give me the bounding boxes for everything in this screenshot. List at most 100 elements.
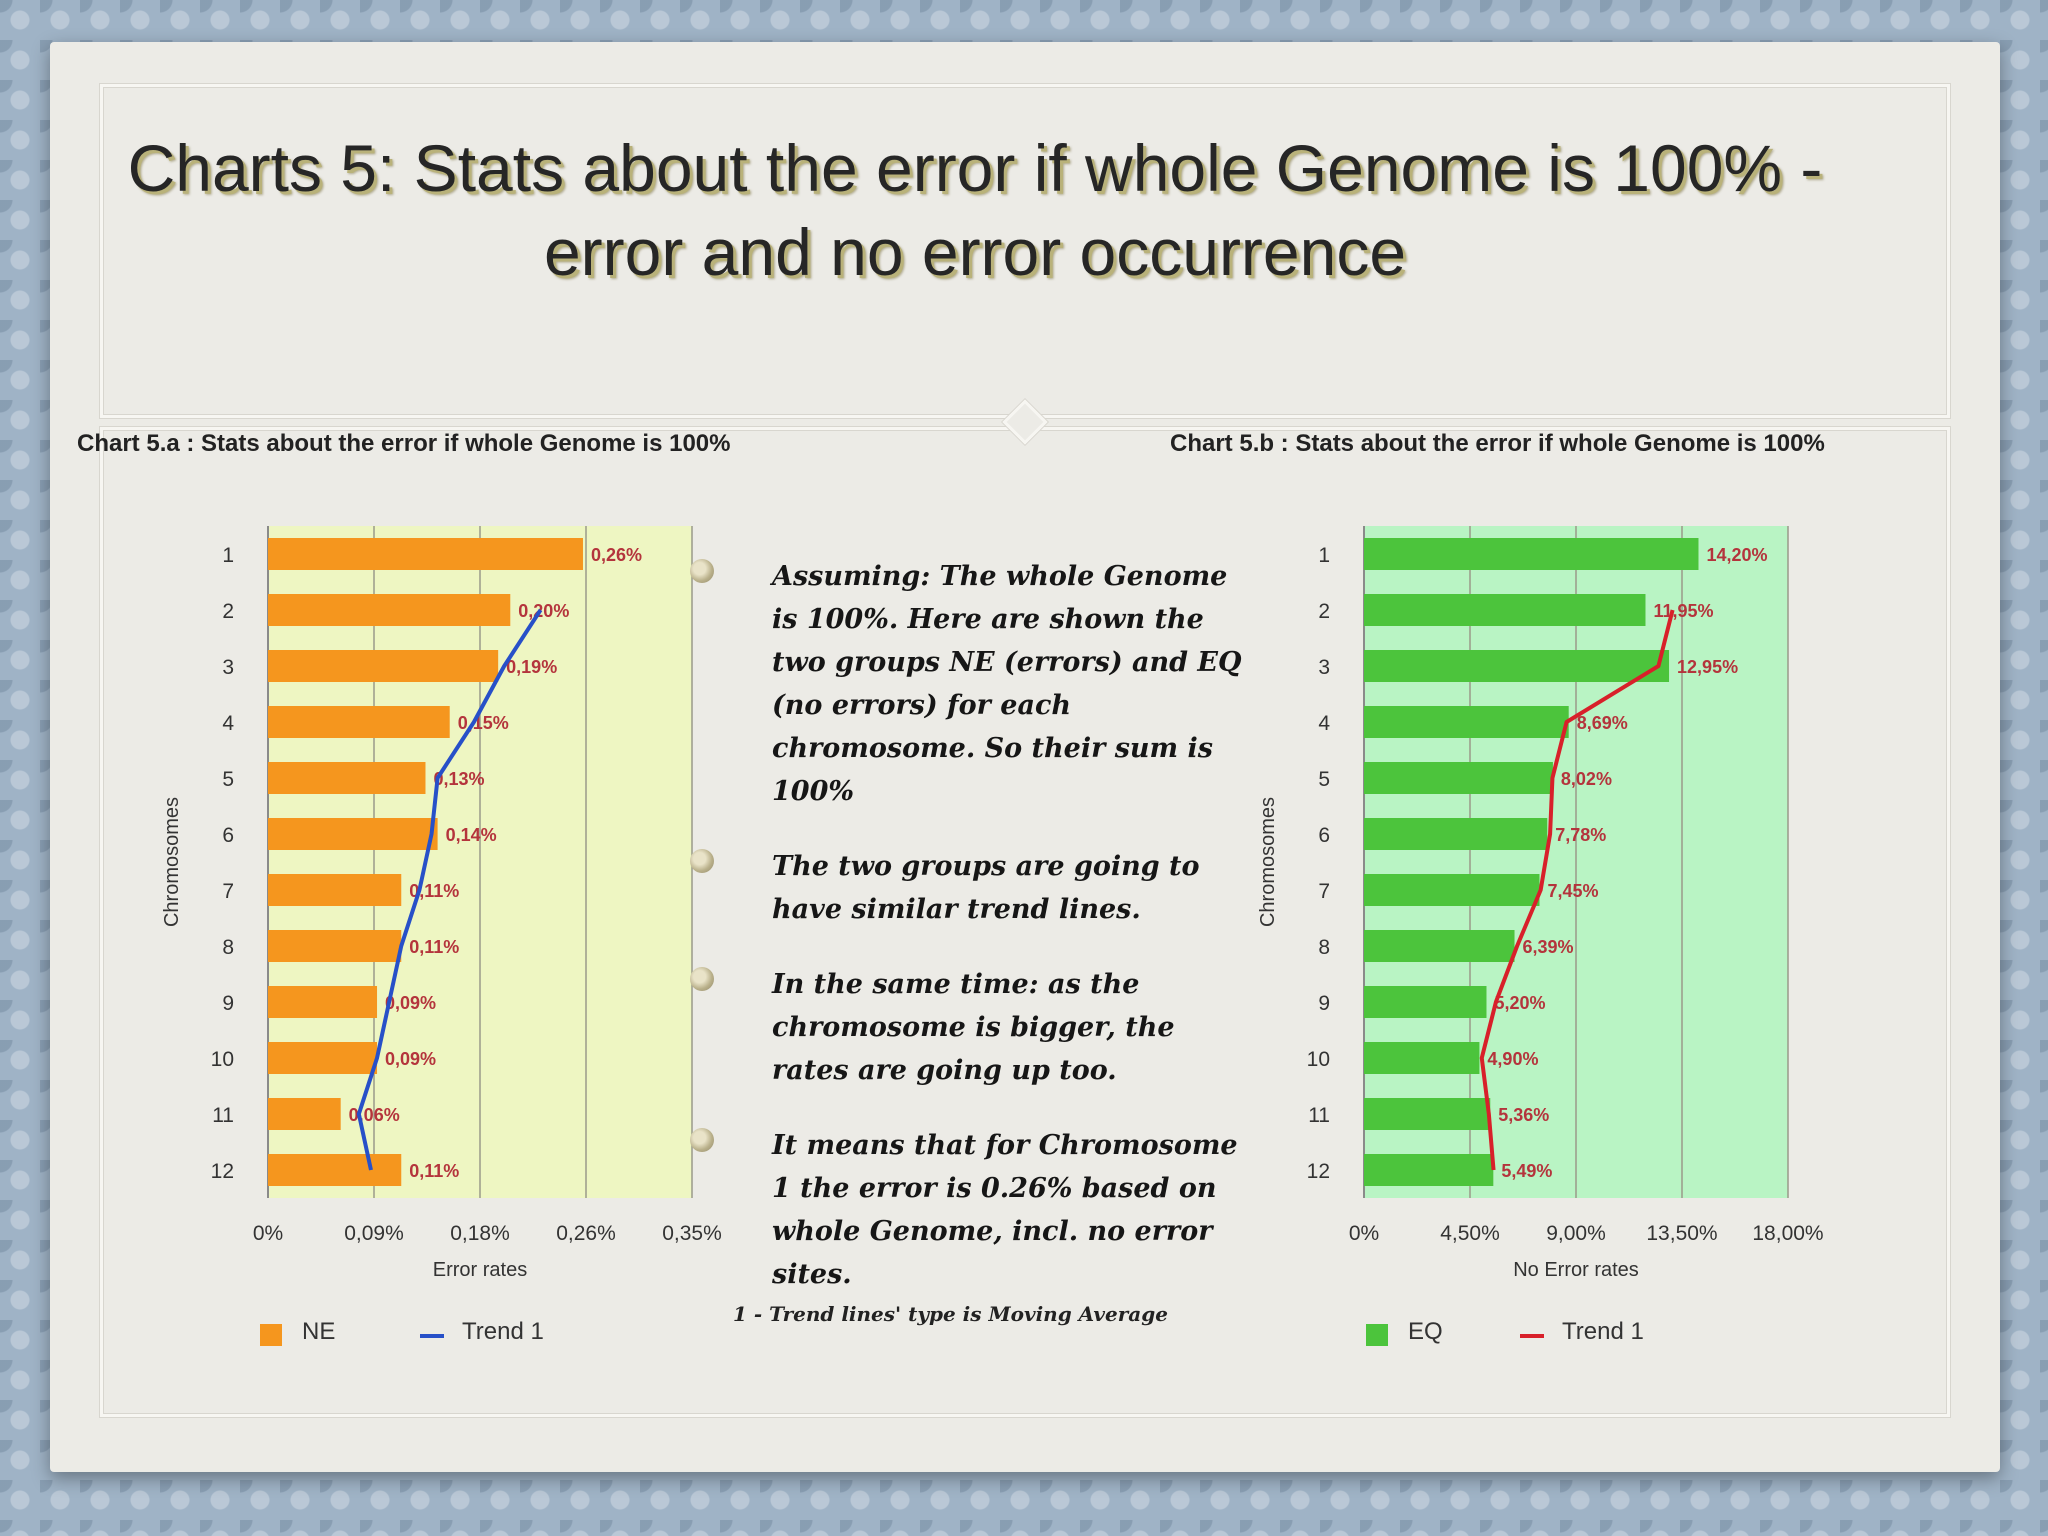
- chart-a-x-tick-label: 0,18%: [450, 1222, 510, 1245]
- chart-a-y-tick-label: 10: [211, 1048, 234, 1071]
- chart-a-trend-line: [356, 608, 543, 1171]
- chart-a-bar-1: [268, 538, 583, 570]
- chart-a-data-label: 0,14%: [446, 825, 497, 845]
- chart-a-data-label: 0,15%: [458, 713, 509, 733]
- chart-b-data-label: 11,95%: [1653, 601, 1713, 621]
- legend-swatch-ne: [260, 1324, 282, 1346]
- chart-a-y-tick-label: 6: [222, 824, 234, 847]
- chart-b-bar-9: [1364, 986, 1487, 1018]
- chart-b-data-label: 6,39%: [1523, 937, 1574, 957]
- note-text: In the same time: as the chromosome is b…: [772, 969, 1175, 1086]
- chart-a-bar-10: [268, 1042, 378, 1074]
- chart-b-data-label: 7,45%: [1547, 881, 1598, 901]
- chart-b-data-label: 8,02%: [1561, 769, 1612, 789]
- note-item: In the same time: as the chromosome is b…: [690, 963, 1250, 1092]
- chart-b-x-tick-label: 9,00%: [1546, 1222, 1606, 1245]
- chart-a-y-tick-label: 1: [222, 544, 234, 567]
- note-item: It means that for Chromosome 1 the error…: [690, 1124, 1250, 1296]
- bullet-icon: [690, 967, 714, 991]
- chart-a-bar-11: [268, 1098, 341, 1130]
- chart-b-bar-4: [1364, 706, 1569, 738]
- legend-label-trend-b: Trend 1: [1562, 1318, 1644, 1345]
- chart-a-bar-3: [268, 650, 499, 682]
- chart-a-data-label: 0,09%: [385, 993, 436, 1013]
- chart-b-x-tick-label: 4,50%: [1440, 1222, 1500, 1245]
- chart-a-data-label: 0,19%: [506, 657, 557, 677]
- chart-a-x-tick-label: 0%: [253, 1222, 283, 1245]
- legend-swatch-eq: [1366, 1324, 1388, 1346]
- legend-label-eq: EQ: [1408, 1318, 1443, 1345]
- chart-a-y-tick-label: 4: [222, 712, 234, 735]
- note-text: Assuming: The whole Genome is 100%. Here…: [772, 561, 1242, 807]
- chart-a-y-tick-label: 9: [222, 992, 234, 1015]
- chart-b-data-label: 8,69%: [1577, 713, 1628, 733]
- chart-a-bar-9: [268, 986, 378, 1018]
- chart-b-x-tick-label: 0%: [1349, 1222, 1379, 1245]
- chart-b-y-tick-label: 6: [1318, 824, 1330, 847]
- chart-b-data-label: 12,95%: [1677, 657, 1738, 677]
- chart-a-bar-2: [268, 594, 511, 626]
- notes-list: Assuming: The whole Genome is 100%. Here…: [690, 555, 1250, 1328]
- bullet-icon: [690, 1128, 714, 1152]
- chart-a-data-label: 0,06%: [349, 1105, 400, 1125]
- chart-a-y-tick-label: 7: [222, 880, 234, 903]
- chart-b-y-tick-label: 4: [1318, 712, 1330, 735]
- chart-b-y-tick-label: 1: [1318, 544, 1330, 567]
- chart-a-data-label: 0,26%: [591, 545, 642, 565]
- chart-a-y-tick-label: 2: [222, 600, 234, 623]
- chart-a-bar-4: [268, 706, 450, 738]
- chart-b-trend-line: [1479, 609, 1675, 1171]
- chart-b-data-label: 5,20%: [1494, 993, 1545, 1013]
- chart-a-y-tick-label: 11: [212, 1104, 234, 1127]
- chart-a-bar-8: [268, 930, 402, 962]
- chart-b-title: Chart 5.b : Stats about the error if who…: [1170, 430, 1825, 457]
- chart-b-bar-7: [1364, 874, 1540, 906]
- chart-b-x-tick-label: 18,00%: [1752, 1222, 1823, 1245]
- chart-b-bar-2: [1364, 594, 1646, 626]
- chart-b-y-tick-label: 11: [1308, 1104, 1330, 1127]
- chart-b-y-tick-label: 2: [1318, 600, 1330, 623]
- legend-line-trend-a: [420, 1334, 444, 1338]
- chart-b-data-label: 7,78%: [1555, 825, 1606, 845]
- chart-b-bar-6: [1364, 818, 1548, 850]
- chart-a-x-tick-label: 0,09%: [344, 1222, 404, 1245]
- bullet-icon: [690, 849, 714, 873]
- chart-a-data-label: 0,11%: [409, 937, 459, 957]
- chart-a-bar-6: [268, 818, 438, 850]
- chart-a-y-tick-label: 3: [222, 656, 234, 679]
- chart-a-x-tick-label: 0,26%: [556, 1222, 616, 1245]
- chart-b-y-tick-label: 8: [1318, 936, 1330, 959]
- note-text: It means that for Chromosome 1 the error…: [772, 1130, 1238, 1290]
- chart-a-data-label: 0,11%: [409, 1161, 459, 1181]
- chart-a-error-rates: 0,26% 1 0,20% 2 0,19% 3 0,15% 4 0,13% 5 0,14% 6 0,11…: [161, 526, 722, 1281]
- footnote: 1 - Trend lines' type is Moving Average: [733, 1302, 1168, 1326]
- chart-b-y-tick-label: 12: [1307, 1160, 1330, 1183]
- chart-a-y-axis-label: Chromosomes: [161, 797, 183, 927]
- chart-b-data-label: 5,36%: [1498, 1105, 1549, 1125]
- chart-b-data-label: 4,90%: [1487, 1049, 1538, 1069]
- legend-label-trend-a: Trend 1: [462, 1318, 544, 1345]
- bullet-icon: [690, 559, 714, 583]
- chart-a-bar-5: [268, 762, 426, 794]
- chart-a-data-label: 0,13%: [433, 769, 484, 789]
- chart-b-bar-1: [1364, 538, 1699, 570]
- chart-b-y-tick-label: 9: [1318, 992, 1330, 1015]
- note-item: Assuming: The whole Genome is 100%. Here…: [690, 555, 1250, 813]
- legend-label-ne: NE: [302, 1318, 336, 1345]
- note-item: The two groups are going to have similar…: [690, 845, 1250, 931]
- chart-b-bar-3: [1364, 650, 1670, 682]
- chart-a-bar-7: [268, 874, 402, 906]
- chart-a-y-tick-label: 8: [222, 936, 234, 959]
- chart-b-x-axis-label: No Error rates: [1513, 1259, 1639, 1281]
- chart-b-y-tick-label: 3: [1318, 656, 1330, 679]
- chart-b-y-axis-label: Chromosomes: [1257, 797, 1279, 927]
- chart-a-bar-12: [268, 1154, 402, 1186]
- chart-b-bar-5: [1364, 762, 1553, 794]
- chart-a-title: Chart 5.a : Stats about the error if who…: [77, 430, 731, 457]
- chart-a-y-tick-label: 12: [211, 1160, 234, 1183]
- chart-a-y-tick-label: 5: [222, 768, 234, 791]
- chart-a-data-label: 0,09%: [385, 1049, 436, 1069]
- chart-b-bar-11: [1364, 1098, 1491, 1130]
- chart-b-y-tick-label: 5: [1318, 768, 1330, 791]
- slide-title: Charts 5: Stats about the error if whole…: [127, 131, 1823, 289]
